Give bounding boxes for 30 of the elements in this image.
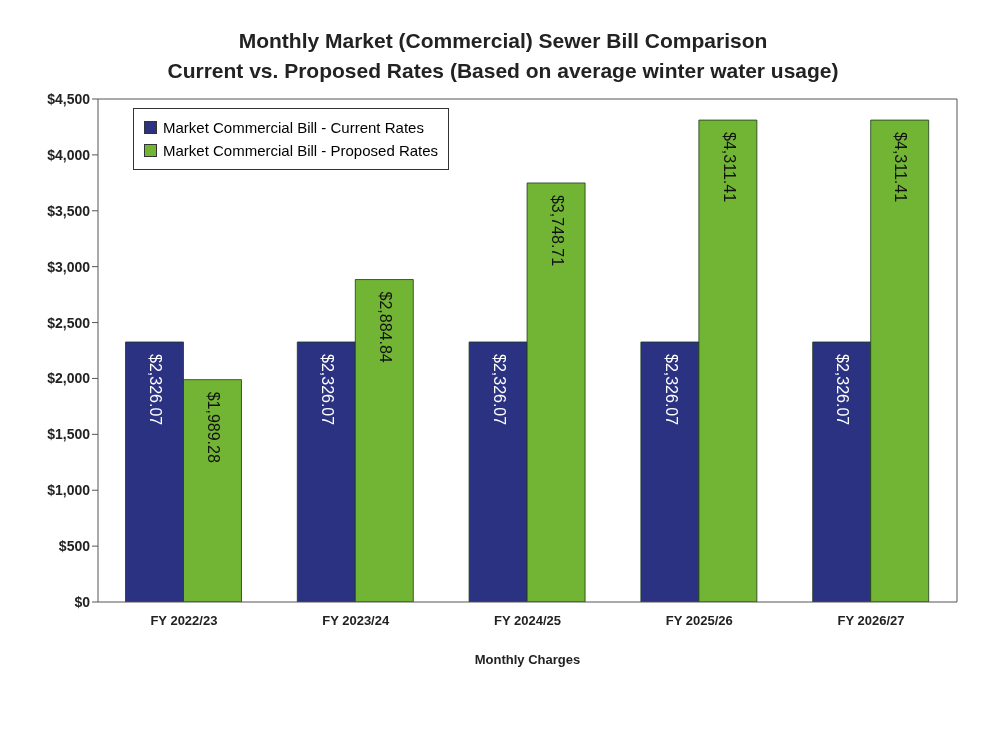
data-label: $2,326.07	[147, 354, 165, 426]
data-label: $2,326.07	[490, 354, 508, 426]
x-tick-label: FY 2024/25	[494, 613, 561, 629]
data-label: $2,326.07	[662, 354, 680, 426]
data-label: $2,326.07	[319, 354, 337, 426]
y-tick-label: $4,000	[47, 146, 91, 163]
legend-label: Market Commercial Bill - Current Rates	[163, 119, 424, 136]
y-tick-label: $2,000	[47, 370, 91, 387]
y-tick-label: $3,500	[47, 202, 91, 219]
x-tick-label: FY 2026/27	[837, 613, 905, 629]
data-label: $4,311.41	[892, 132, 910, 203]
legend-label: Market Commercial Bill - Proposed Rates	[163, 142, 439, 159]
y-tick-label: $0	[74, 593, 91, 610]
x-axis-title: Monthly Charges	[474, 652, 581, 667]
y-tick-label: $1,000	[47, 482, 91, 499]
x-tick-label: FY 2023/24	[322, 613, 390, 629]
data-label: $1,989.28	[205, 391, 223, 463]
y-tick-label: $1,500	[47, 426, 91, 443]
y-tick-label: $3,000	[47, 258, 91, 275]
data-label: $4,311.41	[720, 132, 738, 203]
y-tick-label: $2,500	[47, 314, 91, 331]
chart-title: Monthly Market (Commercial) Sewer Bill Comparison	[237, 28, 769, 54]
x-tick-label: FY 2022/23	[150, 613, 218, 629]
data-label: $2,884.84	[377, 291, 395, 363]
x-tick-label: FY 2025/26	[665, 613, 733, 629]
chart-subtitle: Current vs. Proposed Rates (Based on average winter water usage)	[166, 58, 840, 84]
y-tick-label: $4,500	[47, 90, 91, 107]
y-tick-label: $500	[58, 538, 91, 555]
data-label: $3,748.71	[548, 194, 566, 267]
data-label: $2,326.07	[834, 354, 852, 426]
